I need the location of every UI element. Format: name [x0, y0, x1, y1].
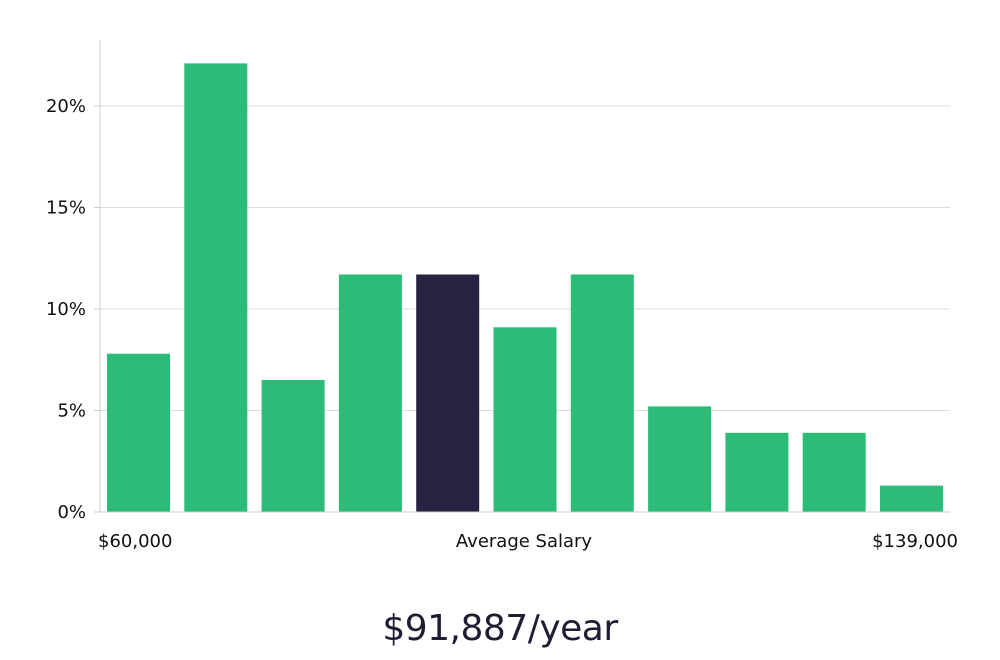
- bar: [802, 432, 866, 512]
- y-tick-label: 10%: [46, 299, 86, 320]
- bar: [648, 406, 712, 512]
- x-max-label: $139,000: [872, 531, 958, 552]
- y-tick-label: 0%: [57, 502, 86, 523]
- x-axis-label: Average Salary: [456, 531, 593, 552]
- y-tick-label: 20%: [46, 96, 86, 117]
- axes: 0% 5% 10% 15% 20%: [46, 40, 950, 523]
- bar: [107, 353, 170, 512]
- histogram-chart: 0% 5% 10% 15% 20% $60,000 Average Salary $13…: [46, 40, 958, 552]
- bar: [570, 274, 634, 512]
- bar: [493, 327, 557, 512]
- bar: [261, 380, 325, 512]
- bar: [880, 485, 943, 512]
- x-min-label: $60,000: [98, 531, 172, 552]
- y-tick-label: 5%: [57, 401, 86, 422]
- highlighted-bar: [416, 274, 480, 512]
- bar: [184, 63, 248, 513]
- bar: [338, 274, 402, 512]
- average-salary-summary: $91,887/year: [382, 608, 618, 649]
- bars: [107, 63, 943, 513]
- y-tick-label: 15%: [46, 198, 86, 219]
- bar: [725, 432, 789, 512]
